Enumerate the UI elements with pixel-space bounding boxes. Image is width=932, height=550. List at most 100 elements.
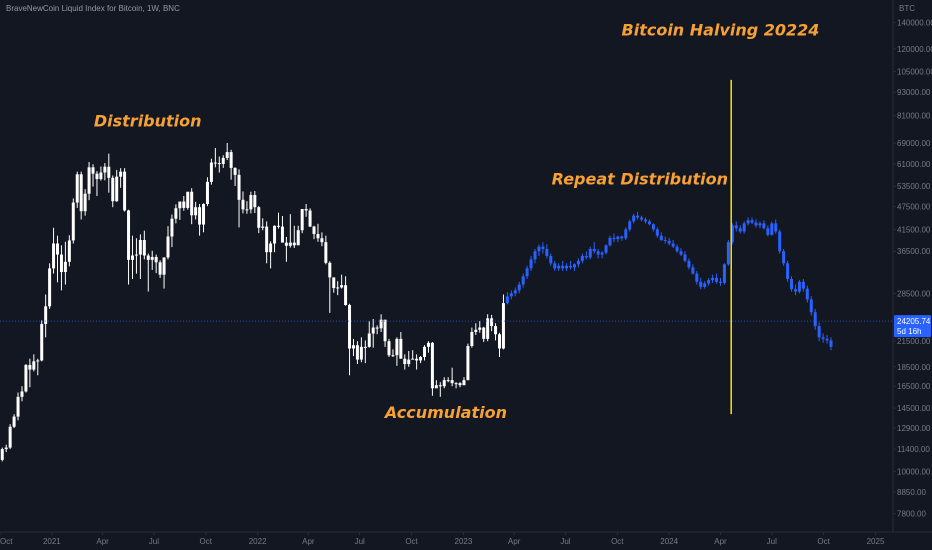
candle-body	[363, 346, 367, 348]
candle-body	[426, 342, 430, 347]
candle-body	[0, 449, 4, 460]
candle-body	[221, 157, 225, 164]
candle-body	[103, 166, 107, 173]
candle-body	[790, 279, 794, 290]
candle-body	[572, 264, 576, 268]
candle-body	[746, 220, 750, 224]
candle-body	[663, 239, 667, 241]
candle-body	[501, 303, 505, 349]
candle-body	[107, 166, 111, 178]
time-tick-label: 2021	[43, 537, 61, 546]
candle-body	[209, 162, 213, 182]
candle-body	[569, 265, 573, 268]
candle-body	[711, 277, 715, 281]
price-tick-label: 18500.00	[897, 363, 931, 372]
candle-body	[44, 306, 48, 324]
candle-body	[490, 318, 494, 327]
candle-body	[48, 268, 52, 307]
candle-body	[383, 319, 387, 342]
candle-body	[683, 254, 687, 261]
candle-body	[375, 327, 379, 329]
price-tick-label: 8850.00	[897, 488, 926, 497]
candle-body	[359, 346, 363, 360]
candle-body	[253, 195, 257, 208]
price-tick-label: 10000.00	[897, 467, 931, 476]
price-tick-label: 105000.00	[897, 68, 932, 77]
candle-body	[379, 319, 383, 329]
candle-body	[565, 265, 569, 269]
candle-body	[79, 174, 83, 212]
candle-body	[194, 207, 198, 216]
candle-body	[446, 380, 450, 382]
last-price-tag: 24205.74 5d 16h	[894, 315, 931, 338]
candle-body	[470, 331, 474, 347]
time-tick-label: Jul	[355, 537, 365, 546]
currency-label: BTC	[899, 4, 915, 13]
candle-body	[466, 346, 470, 381]
candle-body	[726, 242, 730, 265]
candle-body	[423, 346, 427, 357]
candle-body	[312, 226, 316, 234]
candle-body	[399, 338, 403, 359]
candle-body	[474, 329, 478, 332]
annotations: Distribution Accumulation Repeat Distribut…	[94, 20, 820, 422]
candle-body	[190, 191, 194, 216]
candle-body	[83, 193, 87, 212]
candle-body	[592, 248, 596, 252]
candle-body	[75, 174, 79, 203]
annotation-label: Accumulation	[383, 403, 507, 422]
candle-body	[640, 217, 644, 220]
candle-body	[482, 327, 486, 339]
candle-body	[419, 356, 423, 361]
candle-body	[525, 268, 529, 277]
candle-body	[411, 358, 415, 360]
candle-body	[12, 416, 16, 427]
candle-body	[91, 167, 95, 174]
candle-body	[162, 257, 166, 275]
candle-body	[24, 364, 28, 392]
candle-body	[821, 337, 825, 339]
candle-body	[300, 208, 304, 231]
annotation-label: Distribution	[94, 112, 202, 131]
candle-body	[324, 242, 328, 263]
candle-body	[332, 277, 336, 289]
candle-body	[261, 226, 265, 228]
candle-body	[395, 338, 399, 356]
candle-body	[616, 236, 620, 240]
candle-body	[825, 338, 829, 341]
candle-body	[497, 334, 501, 349]
candle-body	[770, 223, 774, 235]
candle-body	[580, 255, 584, 261]
time-tick-label: Oct	[817, 537, 830, 546]
candle-body	[8, 426, 12, 448]
candle-body	[829, 340, 833, 347]
candle-body	[715, 277, 719, 282]
candle-body	[596, 251, 600, 255]
price-tick-label: 93000.00	[897, 88, 931, 97]
candle-body	[276, 225, 280, 227]
time-axis[interactable]: Oct 2021 Apr Jul Oct 2022 Apr Jul Oct 2023 Apr Jul O…	[0, 532, 885, 546]
candle-body	[166, 236, 170, 258]
candle-body	[813, 312, 817, 327]
last-price-tag-box	[894, 315, 931, 338]
time-tick-label: 2024	[660, 537, 678, 546]
candle-body	[40, 323, 44, 361]
time-tick-label: Oct	[405, 537, 418, 546]
candle-body	[415, 358, 419, 361]
candle-body	[738, 228, 742, 232]
candle-body	[59, 254, 63, 273]
candle-body	[407, 359, 411, 365]
price-tick-label: 41500.00	[897, 225, 931, 234]
candle-body	[549, 255, 553, 264]
candle-body	[28, 364, 32, 370]
candle-body	[119, 171, 123, 177]
last-price-value: 24205.74	[897, 317, 931, 326]
price-axis[interactable]: 140000.00 120000.00 105000.00 93000.00 81000…	[893, 19, 932, 519]
annotation-label: Bitcoin Halving 20224	[622, 20, 820, 39]
time-tick-label: Apr	[508, 537, 521, 546]
candle-body	[695, 273, 699, 282]
bar-countdown: 5d 16h	[897, 327, 921, 336]
candle-body	[178, 201, 182, 209]
candle-body	[758, 223, 762, 226]
